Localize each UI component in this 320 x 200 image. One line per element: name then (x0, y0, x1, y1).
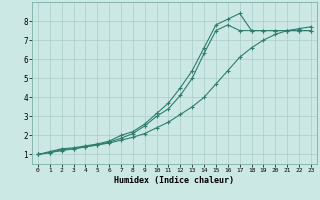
X-axis label: Humidex (Indice chaleur): Humidex (Indice chaleur) (115, 176, 234, 185)
